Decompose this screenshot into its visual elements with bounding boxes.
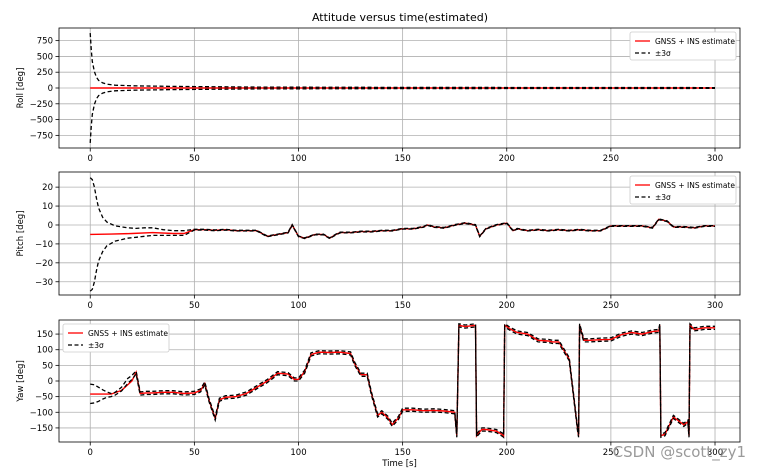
sigma-bound-line bbox=[89, 33, 716, 89]
y-tick-label: 150 bbox=[37, 330, 53, 340]
x-tick-label: 150 bbox=[395, 448, 411, 458]
subplot-3: 0 50 100 150 200 250 300 −150 −100 −50 0 50 100 150 Ya… bbox=[16, 319, 741, 469]
x-tick-label: 200 bbox=[499, 301, 515, 311]
y-tick-label: −10 bbox=[35, 240, 53, 250]
y-tick-label: −500 bbox=[30, 116, 53, 126]
x-tick-label: 100 bbox=[290, 301, 306, 311]
y-tick-label: 0 bbox=[48, 84, 53, 94]
legend-label: GNSS + INS estimate bbox=[655, 37, 735, 46]
legend-label: ±3σ bbox=[88, 341, 104, 350]
legend-label: ±3σ bbox=[655, 49, 671, 58]
y-tick-label: −750 bbox=[30, 131, 53, 141]
x-tick-label: 100 bbox=[290, 154, 306, 164]
sigma-bound-line bbox=[90, 322, 715, 437]
legend: GNSS + INS estimate ±3σ bbox=[629, 175, 737, 205]
x-tick-label: 150 bbox=[395, 154, 411, 164]
x-tick-label: 150 bbox=[395, 301, 411, 311]
x-tick-label: 50 bbox=[189, 301, 200, 311]
y-tick-label: −250 bbox=[30, 100, 53, 110]
y-tick-label: 500 bbox=[37, 52, 53, 62]
x-tick-label: 0 bbox=[88, 301, 93, 311]
sigma-bound-line bbox=[89, 87, 716, 143]
x-tick-label: 0 bbox=[88, 448, 93, 458]
x-axis-label: Time [s] bbox=[381, 459, 417, 469]
legend-box bbox=[629, 31, 737, 61]
x-tick-label: 250 bbox=[603, 154, 619, 164]
x-tick-label: 250 bbox=[603, 301, 619, 311]
axes-frame bbox=[58, 171, 741, 296]
series-group bbox=[89, 33, 716, 143]
series-group bbox=[89, 177, 715, 292]
x-tick-label: 300 bbox=[707, 301, 723, 311]
y-axis-label: Roll [deg] bbox=[16, 68, 26, 109]
sigma-bound-line bbox=[90, 325, 715, 440]
legend-label: GNSS + INS estimate bbox=[88, 329, 168, 338]
y-tick-label: 0 bbox=[48, 377, 53, 387]
y-tick-label: −100 bbox=[30, 408, 53, 418]
watermark: CSDN @scott_zy1 bbox=[612, 443, 746, 461]
y-tick-label: 750 bbox=[37, 37, 53, 47]
y-tick-label: 250 bbox=[37, 68, 53, 78]
y-tick-label: −30 bbox=[35, 278, 53, 288]
y-axis-label: Pitch [deg] bbox=[16, 210, 26, 256]
legend: GNSS + INS estimate ±3σ bbox=[62, 323, 170, 353]
y-tick-label: −150 bbox=[30, 424, 53, 434]
y-tick-label: 0 bbox=[48, 221, 53, 231]
y-tick-label: 10 bbox=[42, 202, 53, 212]
x-tick-label: 100 bbox=[290, 448, 306, 458]
x-tick-label: 0 bbox=[88, 154, 93, 164]
legend: GNSS + INS estimate ±3σ bbox=[629, 31, 737, 61]
x-tick-label: 200 bbox=[499, 448, 515, 458]
x-tick-label: 250 bbox=[603, 448, 619, 458]
y-tick-label: 100 bbox=[37, 346, 53, 356]
x-tick-label: 300 bbox=[707, 448, 723, 458]
legend-box bbox=[629, 175, 737, 205]
y-tick-label: 50 bbox=[42, 361, 53, 371]
subplot-2: 0 50 100 150 200 250 300 −30 −20 −10 0 10 20 Pitch [d… bbox=[16, 171, 741, 311]
subplots-container: 0 50 100 150 200 250 300−750−500−2500250500750… bbox=[16, 27, 741, 469]
x-tick-label: 200 bbox=[499, 154, 515, 164]
y-tick-label: −50 bbox=[35, 393, 53, 403]
legend-box bbox=[62, 323, 170, 353]
subplot-1: 0 50 100 150 200 250 300 −750 −500 −250 0 250 500 750… bbox=[16, 27, 741, 164]
figure-title: Attitude versus time(estimated) bbox=[312, 11, 488, 24]
legend-label: GNSS + INS estimate bbox=[655, 181, 735, 190]
y-axis-label: Yaw [deg] bbox=[16, 360, 26, 403]
legend-label: ±3σ bbox=[655, 193, 671, 202]
series-group bbox=[90, 322, 715, 440]
x-tick-label: 300 bbox=[707, 154, 723, 164]
y-tick-label: −20 bbox=[35, 259, 53, 269]
x-tick-label: 50 bbox=[189, 448, 200, 458]
x-tick-label: 50 bbox=[189, 154, 200, 164]
y-tick-label: 20 bbox=[42, 183, 53, 193]
sigma-bound-line bbox=[89, 218, 715, 292]
